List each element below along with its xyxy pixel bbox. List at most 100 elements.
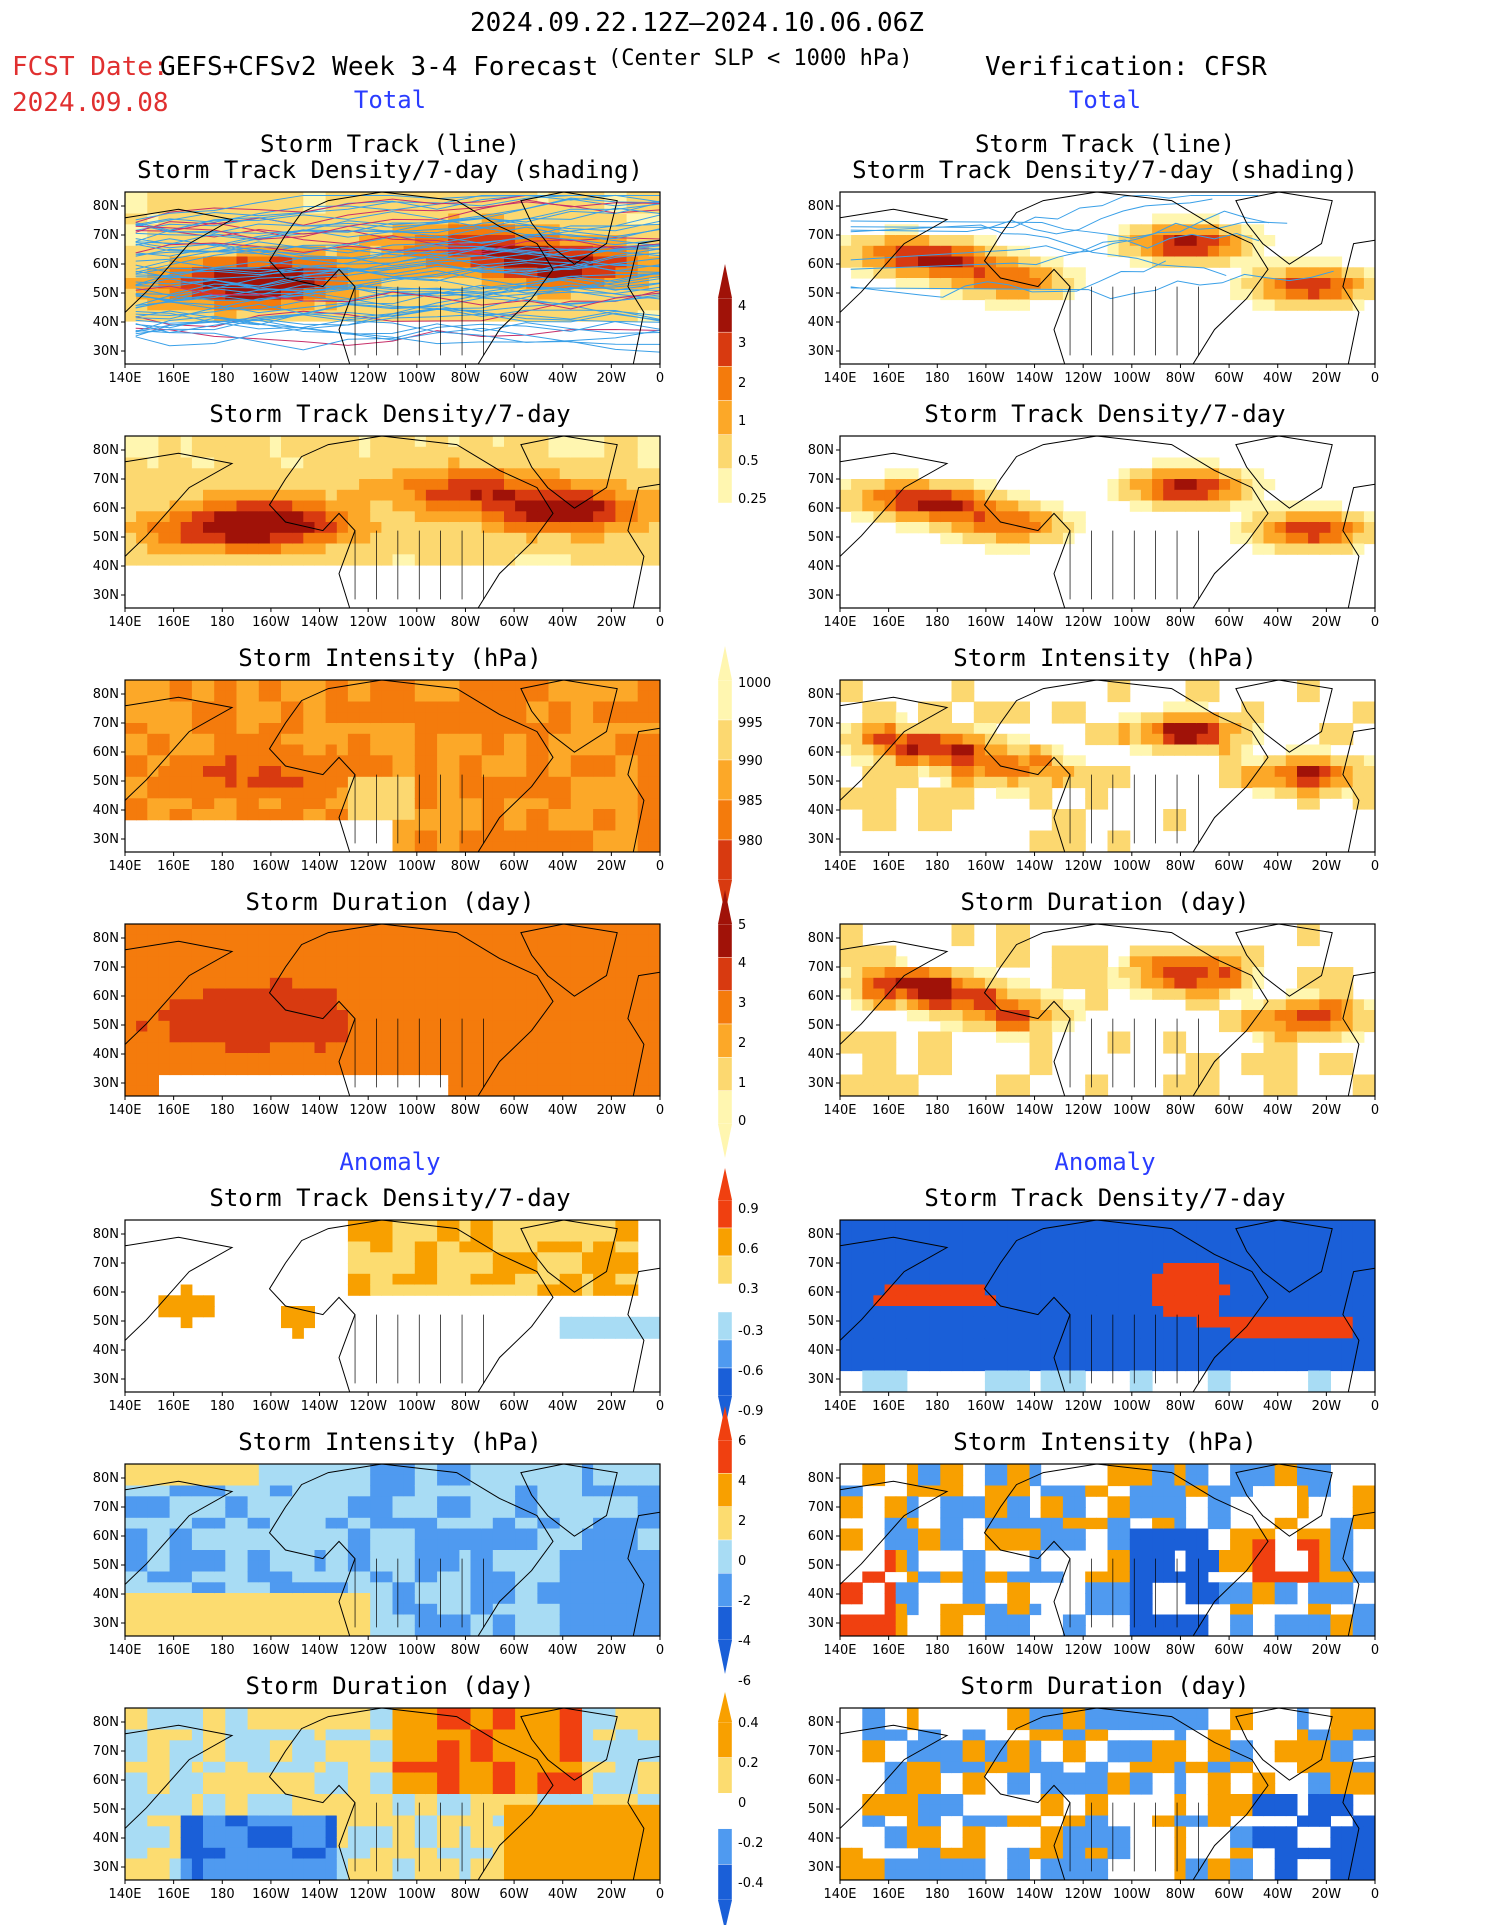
lon-label-80W: 80W (451, 371, 481, 386)
lon-label-60W: 60W (1214, 1103, 1244, 1118)
lon-label-60W: 60W (1214, 1887, 1244, 1902)
lon-label-20W: 20W (597, 615, 627, 630)
lat-label-40N: 40N (808, 315, 834, 330)
lon-label-120W: 120W (1064, 1103, 1102, 1118)
lon-label-0: 0 (656, 1103, 664, 1118)
coastline-0 (983, 1708, 1269, 1880)
coastline-1 (1235, 1708, 1333, 1781)
colorbar-segment (717, 1439, 733, 1474)
model-label: GEFS+CFSv2 Week 3-4 Forecast (160, 52, 599, 82)
coastline-3 (627, 1267, 660, 1392)
lon-label-60W: 60W (499, 1887, 529, 1902)
map-frame (124, 435, 661, 609)
lat-label-80N: 80N (808, 1227, 834, 1242)
colorbar-segment (717, 1792, 733, 1829)
lat-label-80N: 80N (93, 931, 119, 946)
lon-label-20W: 20W (1312, 859, 1342, 874)
colorbar-segment (717, 366, 733, 401)
lat-label-50N: 50N (93, 1314, 119, 1329)
lat-label-70N: 70N (808, 716, 834, 731)
coastline-3 (1342, 727, 1375, 852)
colorbar-segment (717, 1573, 733, 1607)
colorbar-segment (717, 1023, 733, 1058)
map-panel-r6-c0: 80N 70N 60N 50N 40N 30N 140E 160E 180 160W 140W 120… (93, 1707, 664, 1902)
map-panel-r3-c0: 80N 70N 60N 50N 40N 30N 140E 160E 180 160W 140W 120… (93, 923, 664, 1118)
coastline-3 (627, 239, 660, 364)
lon-label-100W: 100W (398, 1643, 436, 1658)
lat-label-80N: 80N (808, 1715, 834, 1730)
lon-label-160E: 160E (157, 859, 190, 874)
lat-label-80N: 80N (93, 1227, 119, 1242)
lon-label-180: 180 (210, 1887, 235, 1902)
lat-label-30N: 30N (93, 1616, 119, 1631)
title-intensity-anom-right: Storm Intensity (hPa) (953, 1428, 1257, 1456)
lon-label-160W: 160W (967, 1103, 1005, 1118)
colorbar-label-980: 980 (738, 834, 763, 849)
coastline-3 (627, 483, 660, 608)
lat-label-60N: 60N (808, 1773, 834, 1788)
lon-label-80W: 80W (1166, 615, 1196, 630)
colorbar-arrow-bottom (718, 1124, 732, 1158)
lon-label-20W: 20W (1312, 371, 1342, 386)
lat-label-60N: 60N (808, 257, 834, 272)
lon-label-0: 0 (656, 615, 664, 630)
map-frame (124, 191, 661, 365)
coastline-2 (840, 1236, 949, 1342)
lon-label-100W: 100W (398, 1103, 436, 1118)
lon-label-0: 0 (1371, 371, 1379, 386)
colorbar-label-4: 4 (738, 956, 746, 971)
coastline-2 (125, 452, 234, 558)
lat-label-50N: 50N (93, 774, 119, 789)
title-track-line-left: Storm Track (line) (259, 130, 521, 158)
colorbar-segment (717, 1367, 733, 1397)
lon-label-120W: 120W (1064, 1887, 1102, 1902)
lon-label-120W: 120W (349, 1643, 387, 1658)
colorbar-segment (717, 759, 733, 801)
map-frame (124, 1463, 661, 1637)
lon-label-20W: 20W (597, 371, 627, 386)
lat-label-50N: 50N (808, 286, 834, 301)
colorbar-label--4: -4 (738, 1634, 751, 1649)
lon-label-140E: 140E (108, 615, 141, 630)
coastline-1 (1235, 1220, 1333, 1293)
lat-label-70N: 70N (93, 472, 119, 487)
title-track-shading-left: Storm Track Density/7-day (shading) (137, 156, 643, 184)
map-frame (839, 1219, 1376, 1393)
lon-label-120W: 120W (349, 1103, 387, 1118)
lat-label-70N: 70N (808, 1744, 834, 1759)
colorbar-segment (717, 400, 733, 435)
colorbar-label--0.2: -0.2 (738, 1836, 763, 1851)
coastline-3 (1342, 483, 1375, 608)
lon-label-60W: 60W (499, 1103, 529, 1118)
lon-label-100W: 100W (1113, 1643, 1151, 1658)
lat-label-70N: 70N (808, 228, 834, 243)
colorbar-label-2: 2 (738, 1036, 746, 1051)
lon-label-40W: 40W (548, 1399, 578, 1414)
lon-label-140E: 140E (823, 615, 856, 630)
lat-label-30N: 30N (93, 588, 119, 603)
lon-label-120W: 120W (1064, 1399, 1102, 1414)
colorbar-segment (717, 1473, 733, 1507)
lon-label-140W: 140W (1016, 615, 1054, 630)
colorbar-label--2: -2 (738, 1594, 751, 1609)
lon-label-20W: 20W (1312, 1643, 1342, 1658)
colorbar-segment (717, 1199, 733, 1229)
lat-label-60N: 60N (93, 1773, 119, 1788)
lon-label-80W: 80W (451, 615, 481, 630)
lon-label-80W: 80W (451, 1887, 481, 1902)
coastline-2 (125, 208, 234, 314)
colorbar-segment (717, 1828, 733, 1865)
lat-label-80N: 80N (808, 931, 834, 946)
lon-label-160W: 160W (252, 1887, 290, 1902)
colorbar-segment (717, 297, 733, 333)
lon-label-80W: 80W (1166, 1399, 1196, 1414)
lon-label-160E: 160E (872, 371, 905, 386)
colorbar-arrow-top (718, 1406, 732, 1440)
lon-label-160E: 160E (157, 1399, 190, 1414)
coastline-0 (268, 1220, 554, 1392)
colorbar-label-4: 4 (738, 1474, 746, 1489)
lon-label-100W: 100W (1113, 371, 1151, 386)
lon-label-160E: 160E (872, 1887, 905, 1902)
lon-label-40W: 40W (1263, 859, 1293, 874)
